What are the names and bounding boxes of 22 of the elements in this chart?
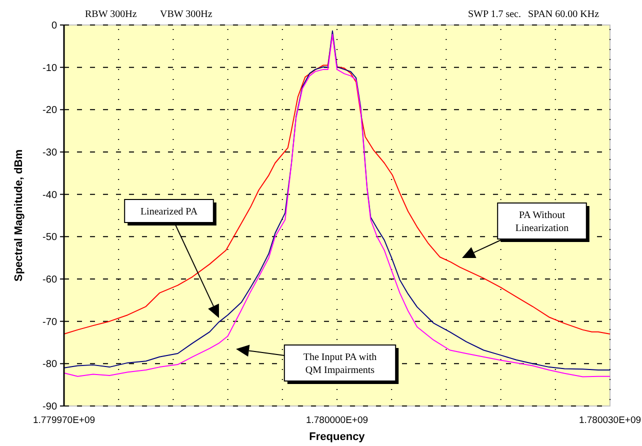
y-tick-label: -30 xyxy=(42,148,58,158)
x-tick-label: 1.780000E+09 xyxy=(306,415,368,426)
y-axis-title: Spectral Magnitude, dBm xyxy=(13,149,25,282)
y-tick-label: -80 xyxy=(42,359,58,370)
y-tick-label: -10 xyxy=(42,62,58,74)
text: SWP 1.7 sec. xyxy=(468,9,521,20)
y-tick-label: 0 xyxy=(51,20,58,32)
y-tick-label: -50 xyxy=(42,232,58,244)
y-tick-label: -70 xyxy=(42,316,58,328)
annotation: PA Without Linearization xyxy=(515,210,569,234)
y-tick-label: -90 xyxy=(42,402,58,412)
y-tick-label: -20 xyxy=(42,105,58,116)
annotation: The Input PA with QM Impairments xyxy=(303,352,377,376)
x-axis-title: Frequency xyxy=(309,431,366,443)
text: VBW 300Hz xyxy=(160,9,213,20)
text: RBW 300Hz xyxy=(85,9,138,20)
y-tick-label: -40 xyxy=(42,190,58,201)
x-tick-label: 1.779970E+09 xyxy=(32,415,96,426)
x-tick-label: 1.780030E+09 xyxy=(578,415,642,426)
text: SPAN 60.00 KHz xyxy=(528,9,600,20)
y-tick-label: -60 xyxy=(42,274,58,286)
annotation: Linearized PA xyxy=(140,206,198,218)
